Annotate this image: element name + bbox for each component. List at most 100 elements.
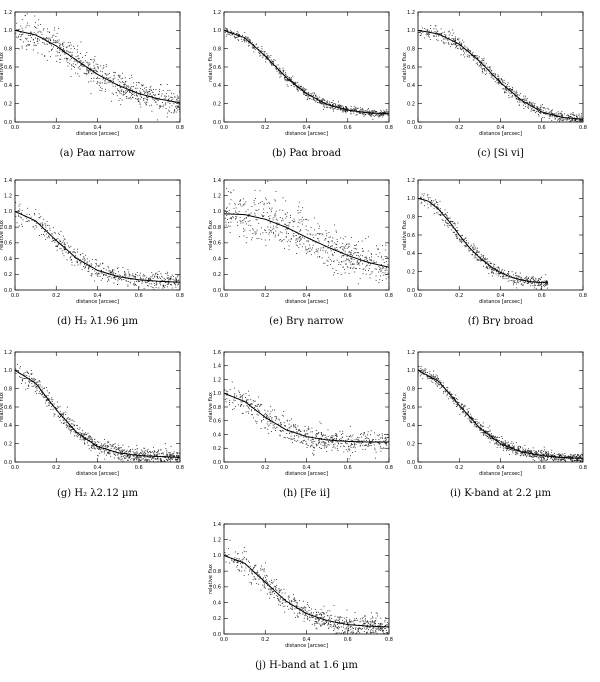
data-point — [52, 237, 54, 239]
data-point — [59, 248, 61, 250]
data-point — [33, 226, 35, 228]
data-point — [250, 403, 252, 405]
data-point — [86, 68, 88, 70]
data-point — [159, 281, 161, 283]
data-point — [74, 435, 76, 437]
data-point — [427, 194, 428, 196]
data-point — [95, 445, 96, 447]
data-point — [96, 273, 98, 275]
data-point — [241, 38, 243, 40]
data-point — [247, 209, 249, 211]
data-point — [263, 208, 265, 210]
data-point — [456, 236, 457, 238]
data-point — [504, 92, 506, 94]
data-point — [31, 32, 33, 34]
data-point — [484, 65, 486, 67]
data-point — [19, 367, 21, 369]
data-point — [239, 199, 241, 201]
data-point — [97, 65, 99, 67]
data-point — [331, 245, 333, 247]
data-point — [359, 440, 361, 442]
x-axis-label: distance [arcsec] — [479, 299, 522, 305]
data-point — [299, 212, 301, 214]
data-point — [357, 260, 359, 262]
data-point — [495, 273, 497, 275]
data-point — [247, 407, 249, 409]
data-point — [46, 399, 48, 400]
data-point — [122, 444, 124, 446]
data-point — [440, 213, 442, 215]
data-point — [307, 95, 309, 97]
data-point — [274, 212, 276, 214]
data-point — [27, 388, 29, 389]
data-point — [368, 257, 370, 259]
data-point — [319, 102, 321, 104]
data-point — [160, 449, 162, 451]
data-point — [311, 438, 313, 440]
data-point — [321, 233, 323, 235]
data-point — [532, 278, 534, 280]
data-point — [173, 283, 175, 284]
data-point — [539, 279, 541, 281]
data-point — [160, 281, 162, 283]
data-point — [271, 211, 273, 213]
data-point — [479, 63, 481, 65]
data-point — [491, 270, 493, 272]
data-point — [40, 215, 42, 217]
data-point — [325, 238, 327, 240]
data-point — [120, 454, 122, 456]
data-point — [385, 268, 387, 270]
data-point — [98, 272, 100, 274]
data-point — [94, 438, 96, 440]
data-point — [71, 264, 73, 266]
data-point — [514, 94, 516, 96]
data-point — [427, 35, 429, 37]
data-point — [454, 43, 456, 45]
y-tick-label: 1.2 — [4, 194, 12, 200]
y-tick-label: 1.4 — [213, 364, 221, 370]
data-point — [472, 57, 474, 58]
data-point — [34, 386, 36, 388]
data-point — [365, 114, 367, 115]
data-point — [162, 90, 164, 91]
data-point — [536, 107, 538, 109]
data-point — [136, 455, 138, 457]
data-point — [268, 201, 270, 203]
data-point — [332, 100, 334, 102]
data-point — [357, 255, 359, 257]
data-point — [330, 263, 331, 265]
data-point — [317, 99, 319, 101]
data-point — [159, 458, 161, 460]
data-point — [88, 70, 90, 72]
data-point — [76, 51, 78, 53]
data-point — [87, 270, 89, 272]
data-point — [298, 84, 300, 86]
data-point — [154, 274, 156, 276]
data-point — [439, 200, 441, 202]
data-point — [572, 114, 574, 116]
data-point — [112, 277, 114, 279]
data-point — [372, 114, 374, 116]
data-point — [62, 419, 64, 421]
data-point — [170, 278, 172, 280]
data-point — [110, 272, 112, 274]
data-point — [64, 414, 66, 415]
data-point — [385, 249, 387, 251]
data-point — [102, 263, 103, 265]
data-point — [272, 225, 274, 227]
data-point — [142, 458, 144, 460]
data-point — [97, 272, 99, 274]
data-point — [128, 456, 130, 458]
data-point — [60, 242, 62, 244]
data-point — [516, 281, 518, 283]
data-point — [14, 368, 16, 370]
data-point — [169, 103, 171, 104]
data-point — [133, 92, 135, 94]
data-point — [378, 438, 380, 440]
data-point — [468, 242, 469, 244]
data-point — [530, 103, 532, 105]
data-point — [104, 273, 106, 275]
data-point — [238, 36, 240, 37]
data-point — [438, 214, 440, 216]
data-point — [156, 454, 158, 456]
